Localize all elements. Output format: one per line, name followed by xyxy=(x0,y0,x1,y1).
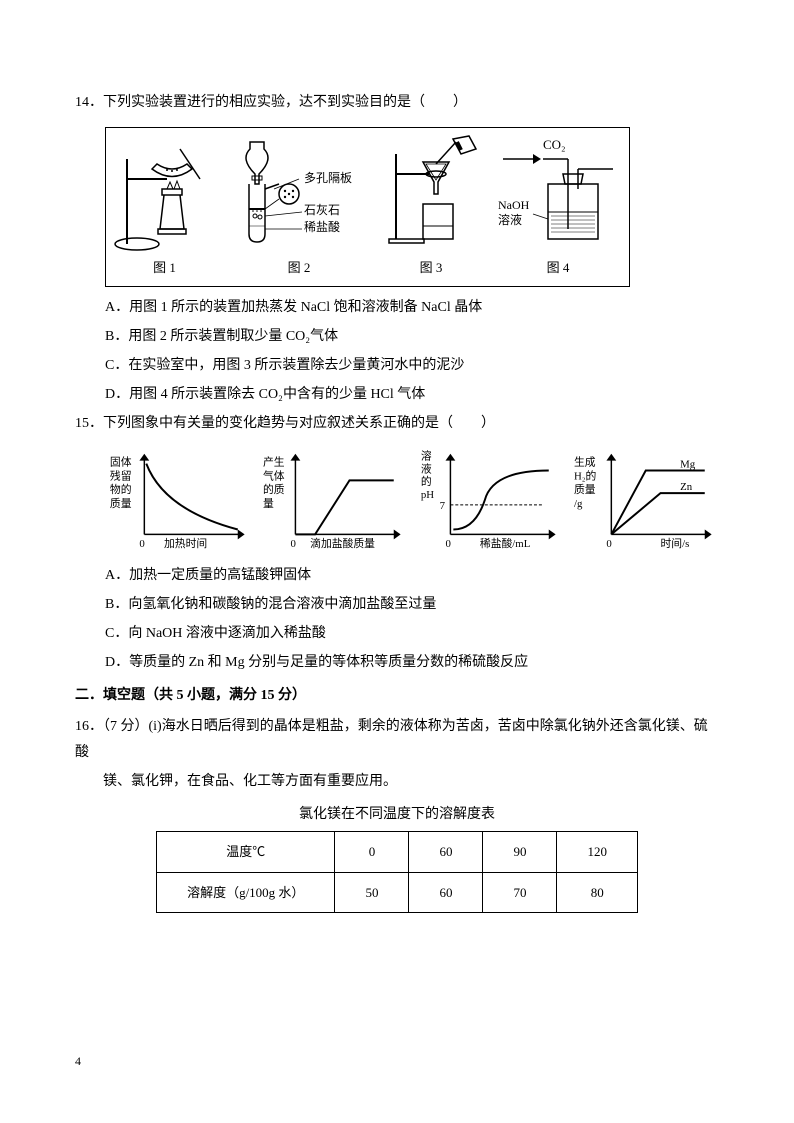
figure-4: CO₂ NaOH 溶液 xyxy=(493,134,623,279)
q14-number: 14． xyxy=(75,95,103,110)
svg-text:/g: /g xyxy=(573,497,582,509)
graph-2: 产生 气体 的质 量 0 滴加盐酸质量 xyxy=(261,445,409,555)
table-h0: 温度℃ xyxy=(157,832,335,872)
table-h1: 0 xyxy=(335,832,409,872)
q14-option-c: C．在实验室中，用图 3 所示装置除去少量黄河水中的泥沙 xyxy=(105,353,719,378)
table-r3: 70 xyxy=(483,872,557,912)
fig2-anno2: 石灰石 xyxy=(304,203,340,217)
fig4-label: 图 4 xyxy=(547,256,570,279)
q15-option-c: C．向 NaOH 溶液中逐滴加入稀盐酸 xyxy=(105,621,719,646)
graph-4: 生成 H₂的 质量 /g Mg Zn 0 时间/s xyxy=(572,445,720,555)
svg-text:时间/s: 时间/s xyxy=(660,537,689,550)
q15-text: 下列图象中有关量的变化趋势与对应叙述关系正确的是（ ） xyxy=(103,416,495,431)
table-title: 氯化镁在不同温度下的溶解度表 xyxy=(75,802,719,827)
table-r2: 60 xyxy=(409,872,483,912)
svg-text:0: 0 xyxy=(139,538,144,550)
svg-text:0: 0 xyxy=(290,538,295,550)
svg-text:生成: 生成 xyxy=(573,454,595,468)
q15-question: 15．下列图象中有关量的变化趋势与对应叙述关系正确的是（ ） xyxy=(75,411,719,436)
page-number: 4 xyxy=(75,1051,81,1073)
svg-text:Zn: Zn xyxy=(680,481,693,493)
svg-text:的: 的 xyxy=(421,474,432,488)
q15-graphs: 固体 残留 物的 质量 0 加热时间 产生 气体 的质 量 0 滴加盐酸质量 溶… xyxy=(105,445,719,555)
figure-2: 多孔隔板 石灰石 稀盐酸 图 2 xyxy=(229,134,369,279)
fig1-label: 图 1 xyxy=(153,256,176,279)
table-h2: 60 xyxy=(409,832,483,872)
svg-text:气体: 气体 xyxy=(262,468,284,482)
q14-figure-box: 图 1 xyxy=(105,127,630,286)
svg-text:0: 0 xyxy=(446,538,451,550)
table-h3: 90 xyxy=(483,832,557,872)
fig4-co2-label: CO₂ xyxy=(543,137,566,152)
fig4-naoh: NaOH xyxy=(498,198,530,212)
svg-text:溶: 溶 xyxy=(421,448,432,462)
svg-text:液: 液 xyxy=(421,461,432,475)
graph-1: 固体 残留 物的 质量 0 加热时间 xyxy=(105,445,253,555)
svg-text:稀盐酸/mL: 稀盐酸/mL xyxy=(480,536,530,550)
q15-option-a: A．加热一定质量的高锰酸钾固体 xyxy=(105,563,719,588)
q14-text: 下列实验装置进行的相应实验，达不到实验目的是（ ） xyxy=(103,95,467,110)
fig2-anno3: 稀盐酸 xyxy=(304,219,340,234)
svg-text:量: 量 xyxy=(262,496,273,509)
q16-line1: 16．（7 分）(i)海水日晒后得到的晶体是粗盐，剩余的液体称为苦卤，苦卤中除氯… xyxy=(75,714,719,764)
fig3-label: 图 3 xyxy=(420,256,443,279)
fig4-solution: 溶液 xyxy=(498,212,522,227)
svg-text:加热时间: 加热时间 xyxy=(164,537,207,550)
q14-option-a: A．用图 1 所示的装置加热蒸发 NaCl 饱和溶液制备 NaCl 晶体 xyxy=(105,295,719,320)
fig2-anno1: 多孔隔板 xyxy=(304,171,352,185)
svg-text:残留: 残留 xyxy=(110,468,132,482)
q16-number: 16． xyxy=(75,719,103,734)
svg-text:固体: 固体 xyxy=(110,454,132,468)
svg-text:0: 0 xyxy=(606,538,611,550)
q16-points: （7 分） xyxy=(103,719,149,734)
svg-text:的质: 的质 xyxy=(262,482,284,496)
svg-text:Mg: Mg xyxy=(680,458,696,470)
q14-option-d: D．用图 4 所示装置除去 CO₂中含有的少量 HCl 气体 xyxy=(105,382,719,407)
svg-text:物的: 物的 xyxy=(110,482,132,496)
svg-text:质量: 质量 xyxy=(110,496,132,509)
svg-text:滴加盐酸质量: 滴加盐酸质量 xyxy=(310,536,375,550)
table-h4: 120 xyxy=(557,832,638,872)
table-r1: 50 xyxy=(335,872,409,912)
svg-text:H₂的: H₂的 xyxy=(573,468,596,482)
svg-text:7: 7 xyxy=(440,499,446,511)
figure-3: 图 3 xyxy=(381,134,481,279)
fig2-label: 图 2 xyxy=(288,256,311,279)
q14-question: 14．下列实验装置进行的相应实验，达不到实验目的是（ ） xyxy=(75,90,719,115)
q16-text1: (i)海水日晒后得到的晶体是粗盐，剩余的液体称为苦卤，苦卤中除氯化钠外还含氯化镁… xyxy=(75,719,708,759)
section2-header: 二．填空题（共 5 小题，满分 15 分） xyxy=(75,683,719,708)
graph-3: 溶 液 的 pH 7 0 稀盐酸/mL xyxy=(416,445,564,555)
q15-number: 15． xyxy=(75,416,103,431)
figure-1: 图 1 xyxy=(112,134,217,279)
svg-text:pH: pH xyxy=(421,489,434,501)
svg-text:产生: 产生 xyxy=(262,454,284,468)
q15-option-b: B．向氢氧化钠和碳酸钠的混合溶液中滴加盐酸至过量 xyxy=(105,592,719,617)
q14-option-b: B．用图 2 所示装置制取少量 CO₂气体 xyxy=(105,324,719,349)
q16-text2: 镁、氯化钾，在食品、化工等方面有重要应用。 xyxy=(103,769,719,794)
q15-option-d: D．等质量的 Zn 和 Mg 分别与足量的等体积等质量分数的稀硫酸反应 xyxy=(105,650,719,675)
solubility-table: 温度℃ 0 60 90 120 溶解度（g/100g 水） 50 60 70 8… xyxy=(156,831,638,913)
svg-text:质量: 质量 xyxy=(573,483,595,496)
table-r0: 溶解度（g/100g 水） xyxy=(157,872,335,912)
table-r4: 80 xyxy=(557,872,638,912)
